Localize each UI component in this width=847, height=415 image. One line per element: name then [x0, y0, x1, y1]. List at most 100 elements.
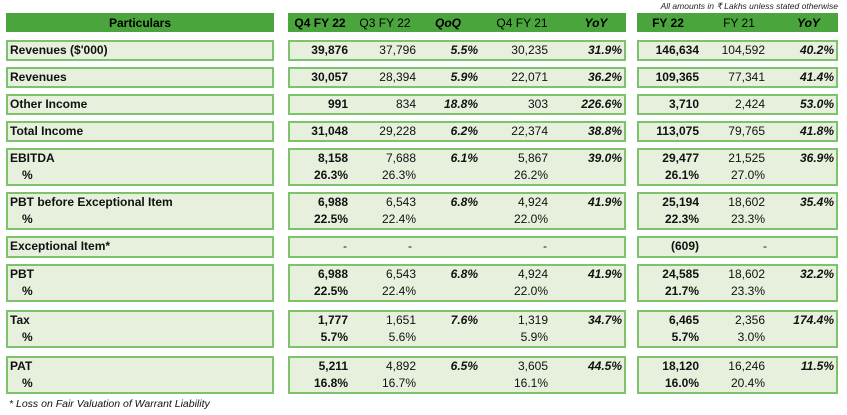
- row-sub-label: %: [22, 330, 33, 344]
- table-row-box: [6, 310, 274, 348]
- percent-cell: 26.3%: [313, 168, 348, 182]
- value-cell: 146,634: [655, 43, 699, 57]
- value-cell: 5,867: [517, 151, 548, 165]
- value-cell: 7,688: [385, 151, 416, 165]
- header-particulars: Particulars: [6, 13, 274, 32]
- table-row-box: [288, 264, 626, 302]
- table-row-box: [6, 121, 274, 142]
- table-row-box: [288, 310, 626, 348]
- value-cell: 5,211: [318, 359, 348, 373]
- header-qoq: QoQ: [435, 15, 461, 30]
- percent-cell: 26.3%: [381, 168, 416, 182]
- value-cell: 6,988: [317, 267, 348, 281]
- table-row-box: [288, 121, 626, 142]
- percent-cell: 22.5%: [313, 284, 348, 298]
- header-yoy: YoY: [584, 15, 608, 30]
- table-row-box: [6, 192, 274, 230]
- value-cell: 11.5%: [800, 359, 834, 373]
- percent-cell: 26.1%: [664, 168, 699, 182]
- value-cell: 30,235: [511, 43, 548, 57]
- value-cell: 31.9%: [587, 43, 622, 57]
- table-row-box: [6, 356, 274, 394]
- header-yoy2: YoY: [797, 15, 820, 30]
- table-row-box: [288, 356, 626, 394]
- value-cell: 8,158: [317, 151, 348, 165]
- value-cell: 6,988: [317, 195, 348, 209]
- value-cell: 303: [527, 97, 548, 111]
- value-cell: 21,525: [728, 151, 765, 165]
- value-cell: 29,477: [662, 151, 699, 165]
- header-quarterly: Q4 FY 22 Q3 FY 22 QoQ Q4 FY 21 YoY: [288, 13, 626, 32]
- value-cell: 34.7%: [587, 313, 622, 327]
- value-cell: 24,585: [662, 267, 699, 281]
- table-row-box: [637, 121, 838, 142]
- header-q3fy22: Q3 FY 22: [359, 15, 411, 30]
- row-label: PBT before Exceptional Item: [10, 195, 173, 209]
- value-cell: 18,602: [728, 195, 765, 209]
- table-row-box: [288, 67, 626, 88]
- value-cell: 4,924: [517, 267, 548, 281]
- value-cell: 6,543: [385, 195, 416, 209]
- value-cell: 2,424: [734, 97, 765, 111]
- header-fy22: FY 22: [652, 15, 684, 30]
- table-row-box: [6, 264, 274, 302]
- table-row-box: [637, 148, 838, 186]
- value-cell: 41.4%: [799, 70, 834, 84]
- percent-cell: 27.0%: [730, 168, 765, 182]
- table-row-box: [637, 264, 838, 302]
- row-label: Tax: [10, 313, 30, 327]
- footnote: * Loss on Fair Valuation of Warrant Liab…: [9, 398, 210, 410]
- row-label: Other Income: [10, 97, 88, 111]
- percent-cell: 22.5%: [313, 212, 348, 226]
- value-cell: 44.5%: [587, 359, 622, 373]
- percent-cell: 23.3%: [730, 284, 765, 298]
- value-cell: 6.1%: [450, 151, 478, 165]
- value-cell: 104,592: [721, 43, 765, 57]
- percent-cell: 22.0%: [513, 284, 548, 298]
- percent-cell: 3.0%: [737, 330, 765, 344]
- value-cell: 36.2%: [587, 70, 622, 84]
- table-row-box: [637, 40, 838, 61]
- value-cell: 109,365: [655, 70, 699, 84]
- percent-cell: 26.2%: [513, 168, 548, 182]
- value-cell: 39.0%: [587, 151, 622, 165]
- value-cell: 41.8%: [799, 124, 834, 138]
- row-label: Exceptional Item*: [10, 239, 111, 253]
- value-cell: 3,710: [668, 97, 699, 111]
- row-label: PBT: [10, 267, 34, 281]
- row-label: Total Income: [10, 124, 84, 138]
- percent-cell: 5.7%: [671, 330, 699, 344]
- value-cell: 39,876: [311, 43, 348, 57]
- table-row-box: [6, 94, 274, 115]
- percent-cell: 21.7%: [664, 284, 699, 298]
- table-row-box: [637, 356, 838, 394]
- table-row-box: [637, 192, 838, 230]
- row-label: Revenues ($'000): [10, 43, 108, 57]
- value-cell: 1,319: [517, 313, 548, 327]
- percent-cell: 22.4%: [381, 284, 416, 298]
- row-sub-label: %: [22, 212, 33, 226]
- value-cell: 6,465: [668, 313, 699, 327]
- table-row-box: [6, 148, 274, 186]
- value-cell: 834: [395, 97, 416, 111]
- row-label: PAT: [10, 359, 33, 373]
- percent-cell: 16.8%: [313, 376, 348, 390]
- value-cell: 79,765: [728, 124, 765, 138]
- row-label: Revenues: [10, 70, 67, 84]
- value-cell: 4,892: [385, 359, 416, 373]
- percent-cell: 5.6%: [388, 330, 416, 344]
- header-q4fy21: Q4 FY 21: [496, 15, 548, 30]
- value-cell: 31,048: [311, 124, 348, 138]
- table-row-box: [288, 94, 626, 115]
- value-cell: 1,777: [317, 313, 348, 327]
- value-cell: (609): [670, 239, 699, 253]
- row-sub-label: %: [22, 376, 33, 390]
- row-sub-label: %: [22, 168, 33, 182]
- table-row-box: [6, 40, 274, 61]
- value-cell: 28,394: [379, 70, 416, 84]
- value-cell: 40.2%: [799, 43, 834, 57]
- table-row-box: [288, 40, 626, 61]
- value-cell: 6,543: [385, 267, 416, 281]
- value-cell: 6.2%: [450, 124, 478, 138]
- value-cell: -: [543, 239, 547, 253]
